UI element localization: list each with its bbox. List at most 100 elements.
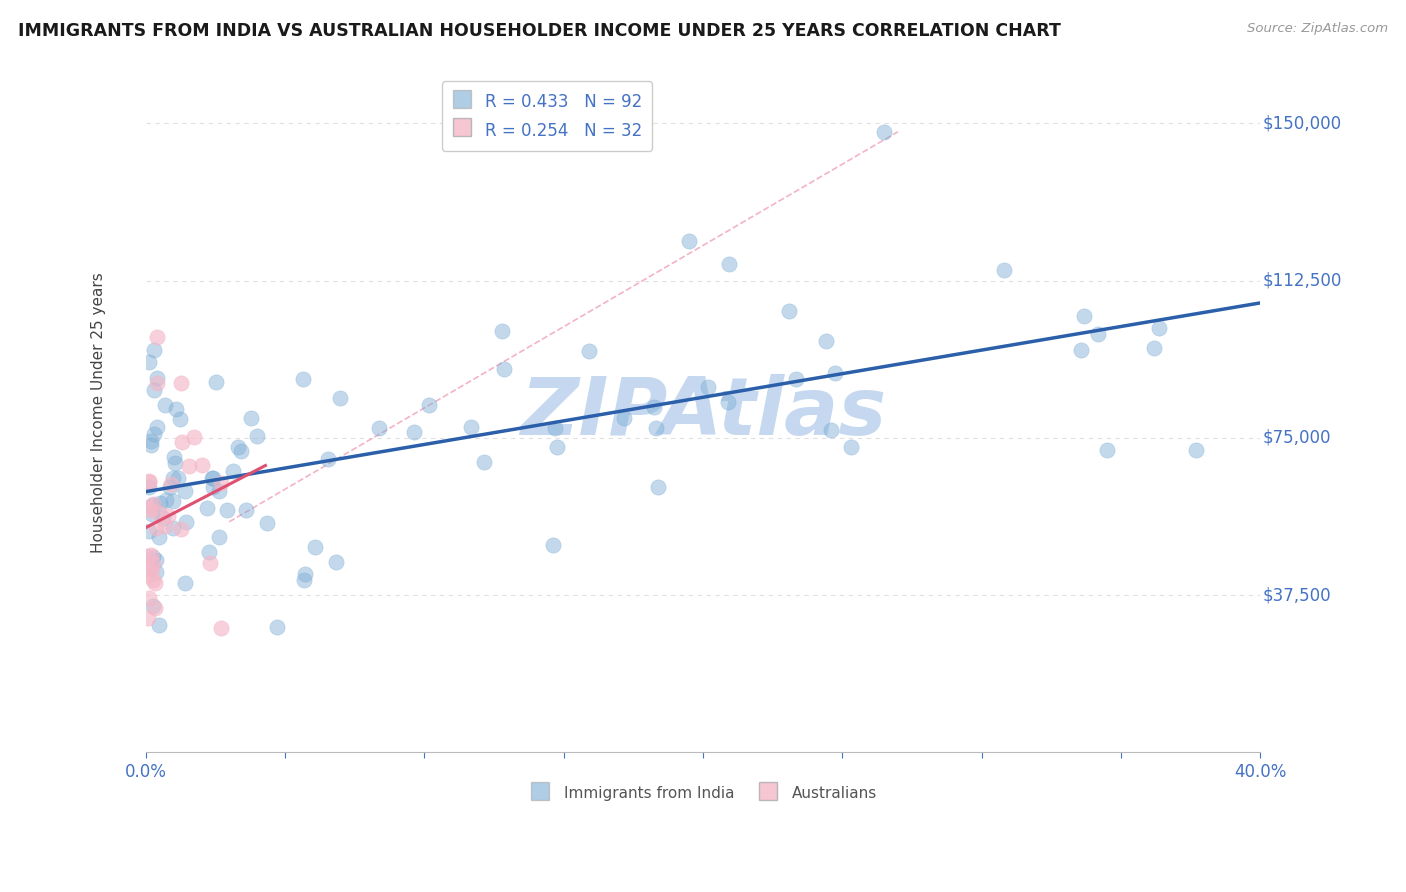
Point — [820, 423, 842, 437]
Text: Householder Income Under 25 years: Householder Income Under 25 years — [91, 272, 107, 553]
Point — [138, 475, 160, 489]
Point — [138, 500, 160, 515]
Point — [163, 450, 186, 464]
Point — [873, 125, 896, 139]
Point — [153, 518, 176, 533]
Point — [160, 477, 183, 491]
Point — [647, 480, 669, 494]
Point — [136, 611, 159, 625]
Point — [256, 516, 278, 530]
Point — [142, 550, 165, 565]
Point — [162, 471, 184, 485]
Text: $37,500: $37,500 — [1263, 586, 1331, 604]
Point — [162, 521, 184, 535]
Point — [139, 549, 162, 563]
Point — [217, 503, 239, 517]
Point — [136, 562, 159, 576]
Point — [1087, 327, 1109, 342]
Point — [325, 555, 347, 569]
Point — [205, 376, 228, 390]
Point — [546, 440, 568, 454]
Point — [266, 620, 288, 634]
Point — [183, 430, 205, 444]
Point — [146, 419, 169, 434]
Point — [138, 591, 160, 605]
Point — [1073, 310, 1095, 324]
Point — [162, 494, 184, 508]
Point — [1185, 443, 1208, 458]
Point — [138, 355, 160, 369]
Point — [163, 456, 186, 470]
Point — [201, 471, 224, 485]
Point — [246, 428, 269, 442]
Point — [643, 400, 665, 414]
Point — [644, 421, 666, 435]
Point — [156, 508, 179, 523]
Point — [785, 371, 807, 385]
Point — [198, 545, 221, 559]
Point — [148, 507, 170, 521]
Point — [170, 522, 193, 536]
Point — [155, 398, 177, 412]
Point — [824, 366, 846, 380]
Point — [142, 498, 165, 512]
Point — [541, 538, 564, 552]
Point — [697, 380, 720, 394]
Point — [294, 567, 316, 582]
Point — [172, 435, 194, 450]
Point — [418, 398, 440, 412]
Point — [148, 618, 170, 632]
Point — [139, 434, 162, 449]
Point — [839, 441, 862, 455]
Point — [142, 573, 165, 587]
Point — [142, 426, 165, 441]
Point — [138, 567, 160, 582]
Point — [778, 304, 800, 318]
Point — [170, 376, 193, 390]
Point — [718, 257, 741, 271]
Point — [208, 530, 231, 544]
Point — [142, 556, 165, 570]
Point — [141, 507, 163, 521]
Point — [145, 521, 167, 535]
Point — [226, 440, 249, 454]
Point — [152, 511, 174, 525]
Text: Source: ZipAtlas.com: Source: ZipAtlas.com — [1247, 22, 1388, 36]
Point — [1070, 343, 1092, 357]
Point — [367, 421, 389, 435]
Point — [155, 492, 177, 507]
Point — [304, 541, 326, 555]
Point — [167, 471, 190, 485]
Point — [292, 573, 315, 587]
Point — [145, 553, 167, 567]
Point — [316, 451, 339, 466]
Point — [191, 458, 214, 473]
Point — [239, 411, 262, 425]
Point — [143, 576, 166, 591]
Point — [142, 599, 165, 613]
Point — [138, 503, 160, 517]
Point — [1143, 341, 1166, 355]
Text: ZIPAtlas: ZIPAtlas — [520, 374, 886, 451]
Point — [136, 549, 159, 563]
Point — [177, 459, 200, 474]
Point — [208, 483, 231, 498]
Point — [141, 562, 163, 576]
Point — [174, 483, 197, 498]
Point — [235, 503, 257, 517]
Point — [678, 234, 700, 248]
Point — [1095, 443, 1118, 458]
Point — [145, 566, 167, 580]
Point — [292, 371, 315, 385]
Point — [169, 412, 191, 426]
Point — [159, 480, 181, 494]
Text: $150,000: $150,000 — [1263, 114, 1341, 132]
Point — [613, 410, 636, 425]
Point — [202, 471, 225, 485]
Point — [165, 401, 187, 416]
Point — [717, 395, 740, 409]
Point — [142, 496, 165, 510]
Point — [209, 621, 232, 635]
Point — [145, 330, 167, 344]
Point — [138, 479, 160, 493]
